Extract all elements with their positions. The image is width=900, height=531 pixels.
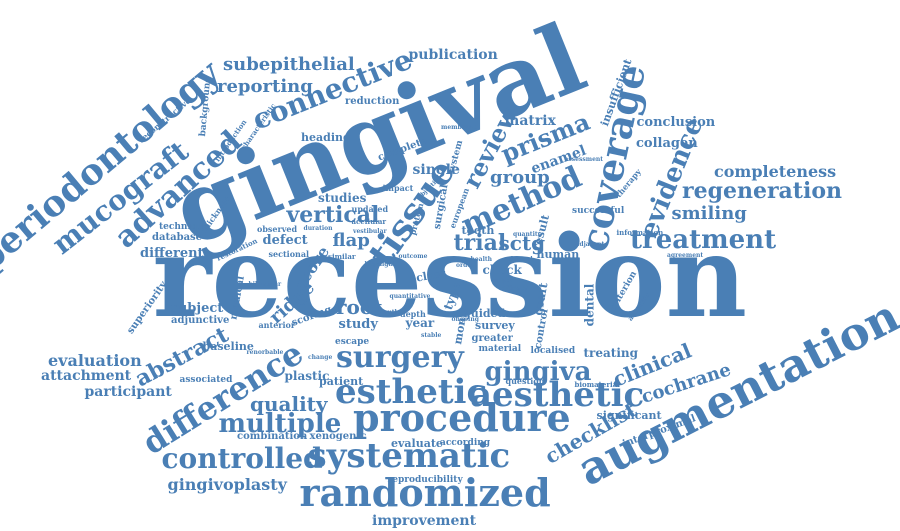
word-updated: updated <box>351 204 389 214</box>
word-duration: duration <box>303 225 333 232</box>
word-successful: successful <box>572 205 625 216</box>
word-question: question <box>505 376 545 386</box>
word-matrix: matrix <box>504 113 556 129</box>
word-sectional: sectional <box>268 249 310 259</box>
word-membrane: membrane <box>441 124 477 131</box>
word-greater: greater <box>471 333 513 344</box>
word-quality: quality <box>250 392 328 416</box>
word-trial: trial <box>453 230 507 256</box>
word-depth: depth <box>400 309 426 319</box>
word-adjunctive: adjunctive <box>171 315 230 326</box>
word-dental: dental <box>581 283 596 327</box>
word-multiple: multiple <box>218 409 342 439</box>
word-similar: similar <box>328 251 356 261</box>
word-escape: escape <box>335 336 370 347</box>
word-acellular: acellular <box>351 216 387 226</box>
word-sctg: sctg <box>498 231 546 255</box>
word-assessment: assessment <box>564 156 604 163</box>
word-change: change <box>308 354 333 361</box>
word-adjacent: adjacent <box>575 241 605 248</box>
word-ongoing: ongoing <box>451 316 479 323</box>
word-information: information <box>616 227 664 237</box>
word-biomaterial: biomaterial <box>574 379 620 389</box>
word-tooth: tooth <box>461 223 495 237</box>
word-significant: significant <box>596 408 662 422</box>
word-evaluation: evaluation <box>48 351 142 370</box>
word-conclusion: conclusion <box>636 114 716 130</box>
word-bilaminar: bilaminar <box>248 281 282 288</box>
word-agreement: agreement <box>667 252 704 259</box>
word-database: database <box>152 232 203 243</box>
word-subepithelial: subepithelial <box>223 54 355 75</box>
word-systematic: systematic <box>307 436 511 476</box>
word-vestibular: vestibular <box>353 228 387 235</box>
word-treating: treating <box>583 346 639 360</box>
word-randomized: randomized <box>299 470 551 515</box>
word-study: study <box>338 316 378 332</box>
word-flap: flap <box>332 230 370 251</box>
word-completeness: completeness <box>714 162 837 181</box>
word-reduction: reduction <box>345 96 400 107</box>
word-observed: observed <box>257 224 298 234</box>
word-vertical: vertical <box>286 202 380 228</box>
word-impact: impact <box>382 183 414 193</box>
word-single: single <box>412 162 460 178</box>
word-group: group <box>490 167 550 188</box>
word-dermal: dermal <box>509 256 533 263</box>
word-treatment: treatment <box>630 225 777 255</box>
word-collagen: collagen <box>636 135 698 151</box>
word-order: order <box>456 262 475 269</box>
word-esthetic: esthetic <box>335 372 488 412</box>
word-improvement: improvement <box>372 513 477 529</box>
word-surgery: surgery <box>336 340 464 375</box>
word-quantity: quantity <box>513 231 542 238</box>
word-heading: heading <box>301 130 351 144</box>
word-defect: defect <box>262 232 308 248</box>
word-stable: stable <box>421 332 442 339</box>
word-participant: participant <box>84 384 172 400</box>
word-subject: subject <box>170 300 224 316</box>
word-procedure: procedure <box>353 395 571 440</box>
word-patient: patient <box>319 374 364 388</box>
word-human: human <box>536 247 580 261</box>
word-attachment: attachment <box>41 368 132 384</box>
word-controlled: controlled <box>161 442 323 475</box>
word-localised: localised <box>530 345 576 356</box>
word-regeneration: regeneration <box>682 178 842 204</box>
word-plastic: plastic <box>284 369 330 383</box>
word-quantitative: quantitative <box>389 293 431 300</box>
word-renorbable: renorbable <box>246 349 284 356</box>
word-root: root <box>336 295 383 319</box>
word-guided: guided <box>463 306 506 320</box>
word-author: author <box>383 309 407 316</box>
word-evaluate: evaluate <box>391 436 443 450</box>
word-combination: combination <box>237 431 308 442</box>
word-baseline: baseline <box>202 339 254 353</box>
word-health: health <box>470 256 492 263</box>
word-recession: recession <box>152 212 748 343</box>
word-studies: studies <box>318 191 367 205</box>
word-technique: technique <box>159 221 210 232</box>
word-survey: survey <box>475 318 515 332</box>
word-highlight: highlight <box>364 261 396 268</box>
word-aesthetic: aesthetic <box>470 375 645 415</box>
word-publication: publication <box>408 47 498 63</box>
word-material: material <box>478 343 522 354</box>
word-check: check <box>482 263 522 277</box>
word-gingiva: gingiva <box>484 357 592 387</box>
word-upper: upper <box>493 277 513 284</box>
word-different: different <box>140 245 204 261</box>
word-efficacy: efficacy <box>502 285 528 292</box>
word-anterior: anterior <box>258 320 296 330</box>
word-xenogenic: xenogenic <box>309 431 367 442</box>
word-according: according <box>440 437 491 448</box>
word-smiling: smiling <box>671 203 747 224</box>
word-reporting: reporting <box>217 76 313 97</box>
word-associated: associated <box>179 374 233 385</box>
word-reproducibility: reproducibility <box>387 474 463 485</box>
word-gingivoplasty: gingivoplasty <box>167 475 287 494</box>
word-outcome: outcome <box>398 253 428 260</box>
word-year: year <box>405 316 435 330</box>
